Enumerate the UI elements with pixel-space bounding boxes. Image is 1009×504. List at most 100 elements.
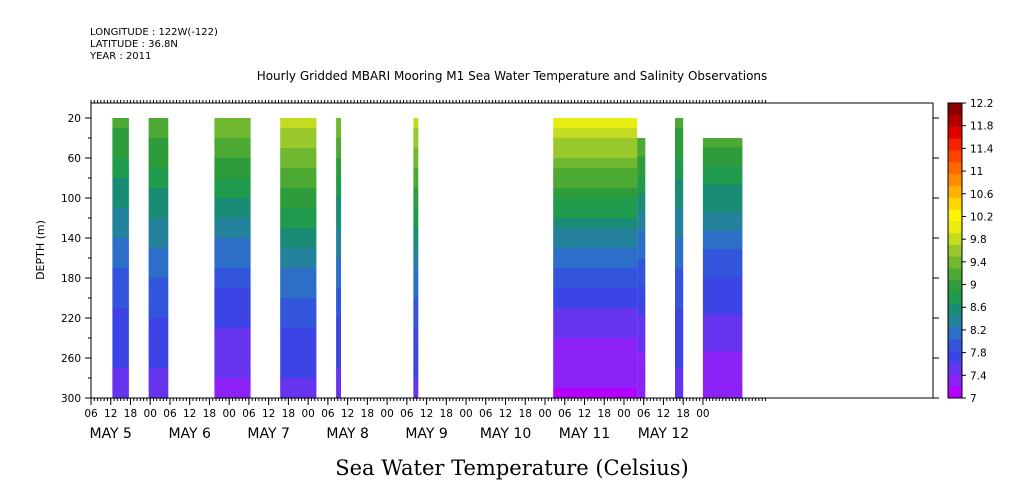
- y-axis: 20 60 100 140 180 220 260 300: [61, 113, 939, 405]
- temperature-cell: [553, 148, 638, 159]
- temperature-cell: [675, 178, 684, 189]
- temperature-cell: [637, 333, 646, 343]
- temperature-cell: [112, 378, 129, 389]
- temperature-cell: [675, 208, 684, 219]
- temperature-cell: [553, 278, 638, 289]
- temperature-cell: [702, 230, 743, 241]
- temperature-cell: [637, 175, 646, 185]
- temperature-cell: [336, 288, 341, 299]
- temperature-cell: [280, 218, 317, 229]
- x-tick-label: 06: [400, 408, 414, 420]
- temperature-cell: [112, 328, 129, 339]
- temperature-cell: [336, 228, 341, 239]
- temperature-cell: [148, 238, 169, 249]
- temperature-cell: [413, 258, 419, 269]
- temperature-cell: [214, 128, 251, 139]
- temperature-cell: [675, 308, 684, 319]
- colorbar-label: 7.8: [970, 348, 987, 360]
- y-tick-label: 260: [61, 353, 81, 365]
- colorbar-label: 7: [970, 393, 977, 405]
- temperature-cell: [112, 168, 129, 179]
- x-tick-label: 12: [420, 408, 433, 420]
- colorbar-label: 9.8: [970, 234, 987, 246]
- temperature-cell: [336, 178, 341, 189]
- data-segment: [280, 118, 317, 399]
- x-tick-label: 18: [677, 408, 690, 420]
- x-tick-label: 06: [321, 408, 335, 420]
- temperature-cell: [702, 277, 743, 288]
- x-tick-label: 06: [479, 408, 493, 420]
- temperature-cell: [675, 188, 684, 199]
- x-tick-label: 18: [282, 408, 295, 420]
- temperature-cell: [553, 118, 638, 129]
- temperature-cell: [702, 286, 743, 297]
- x-tick-label: 00: [538, 408, 551, 420]
- temperature-cell: [112, 388, 129, 399]
- data-segment: [413, 118, 419, 399]
- temperature-cell: [413, 328, 419, 339]
- temperature-cell: [413, 208, 419, 219]
- temperature-cell: [553, 238, 638, 249]
- temperature-cell: [413, 278, 419, 289]
- temperature-cell: [553, 348, 638, 359]
- temperature-cell: [553, 208, 638, 219]
- temperature-cell: [112, 178, 129, 189]
- temperature-cell: [214, 158, 251, 169]
- temperature-cell: [637, 360, 646, 371]
- temperature-cell: [148, 228, 169, 239]
- temperature-cell: [148, 138, 169, 149]
- colorbar-swatch: [948, 150, 962, 163]
- temperature-cell: [148, 278, 169, 289]
- temperature-cell: [336, 218, 341, 229]
- temperature-cell: [413, 218, 419, 229]
- x-tick-label: 12: [499, 408, 512, 420]
- temperature-cell: [280, 148, 317, 159]
- temperature-cell: [214, 388, 251, 399]
- temperature-cell: [280, 278, 317, 289]
- year-label: YEAR : 2011: [89, 51, 151, 62]
- temperature-cell: [702, 314, 743, 325]
- temperature-cell: [637, 268, 646, 278]
- temperature-cell: [148, 358, 169, 369]
- temperature-cell: [112, 148, 129, 159]
- temperature-cell: [675, 278, 684, 289]
- x-tick-label: 00: [380, 408, 393, 420]
- data-segment: [112, 118, 129, 399]
- temperature-cell: [214, 298, 251, 309]
- day-label: MAY 11: [559, 426, 610, 442]
- colorbar-label: 10.2: [970, 211, 993, 223]
- temperature-cell: [214, 178, 251, 189]
- colorbar-swatch: [948, 327, 962, 340]
- temperature-cell: [553, 168, 638, 179]
- temperature-cell: [702, 184, 743, 195]
- temperature-cell: [280, 228, 317, 239]
- temperature-cell: [637, 156, 646, 167]
- longitude-label: LONGITUDE : 122W(-122): [90, 27, 218, 38]
- temperature-cell: [413, 148, 419, 159]
- temperature-cell: [553, 138, 638, 149]
- colorbar-swatch: [948, 268, 962, 281]
- x-tick-label: 06: [637, 408, 651, 420]
- temperature-cell: [637, 305, 646, 315]
- data-segment: [675, 118, 684, 399]
- colorbar-swatch: [948, 350, 962, 363]
- temperature-cell: [280, 328, 317, 339]
- temperature-cell: [702, 360, 743, 371]
- x-tick-label: 06: [163, 408, 177, 420]
- temperature-cell: [112, 248, 129, 259]
- colorbar-swatch: [948, 374, 962, 387]
- plot-area: [112, 118, 743, 399]
- temperature-cell: [702, 249, 743, 260]
- x-tick-label: 18: [519, 408, 532, 420]
- temperature-cell: [280, 178, 317, 189]
- temperature-cell: [702, 175, 743, 185]
- temperature-cell: [214, 188, 251, 199]
- colorbar-swatch: [948, 185, 962, 198]
- x-axis: 06 12 18 00 06 12 18 00 06 12 18 00 06 12 18 00 06 12 18 00…: [84, 100, 766, 442]
- temperature-cell: [675, 218, 684, 229]
- latitude-label: LATITUDE : 36.8N: [90, 39, 178, 50]
- day-label: MAY 10: [480, 426, 531, 442]
- temperature-cell: [702, 370, 743, 380]
- temperature-cell: [112, 348, 129, 359]
- temperature-cell: [702, 203, 743, 213]
